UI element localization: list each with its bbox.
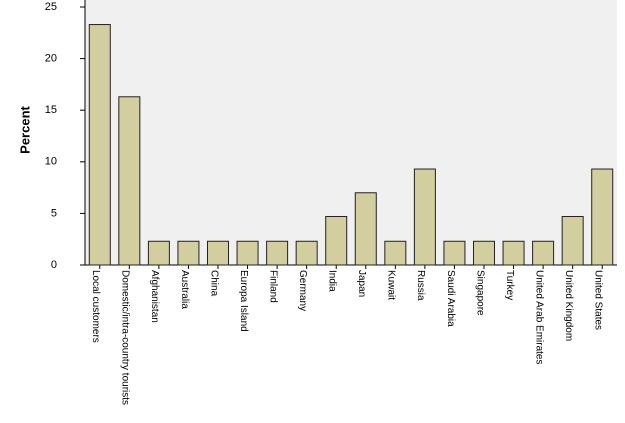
x-tick-label: Turkey <box>504 270 515 300</box>
x-tick-label: Finland <box>267 270 278 303</box>
x-tick-label: Singapore <box>474 270 485 316</box>
x-tick-label: Domestic/intra-country tourists <box>120 270 131 405</box>
bar <box>147 240 170 266</box>
y-tick-label: 25 <box>45 1 57 13</box>
x-tick-label: Europa Island <box>238 270 249 332</box>
bar <box>384 240 407 266</box>
x-tick-label: Saudi Arabia <box>445 270 456 327</box>
x-tick-label: Australia <box>179 270 190 309</box>
bar <box>295 240 318 266</box>
bar <box>236 240 259 266</box>
bar <box>473 240 495 266</box>
x-tick-label: United States <box>593 270 604 330</box>
bar <box>177 240 200 266</box>
bar <box>325 215 348 266</box>
bar <box>532 240 555 266</box>
y-tick-label: 15 <box>45 104 57 116</box>
bar <box>561 215 584 266</box>
x-tick-label: Germany <box>297 270 308 311</box>
plot-area <box>85 0 617 265</box>
x-tick-label: United Arab Emirates <box>533 270 544 365</box>
bar <box>591 168 614 266</box>
bar <box>502 240 525 266</box>
y-axis-label: Percent <box>17 105 32 153</box>
bar <box>118 96 141 266</box>
x-tick-label: China <box>208 270 219 297</box>
y-tick-label: 10 <box>45 156 57 168</box>
bar <box>266 240 289 266</box>
bar <box>207 240 229 266</box>
x-tick-label: Afghanistan <box>149 270 160 323</box>
x-tick-label: Kuwait <box>386 270 397 300</box>
x-tick-label: India <box>327 270 338 292</box>
bar <box>413 168 436 266</box>
y-tick-label: 5 <box>51 207 57 219</box>
x-tick-label: Local customers <box>90 270 101 343</box>
bar <box>88 24 111 266</box>
y-tick-label: 20 <box>45 53 57 65</box>
x-tick-label: Japan <box>356 270 367 297</box>
bar <box>354 192 377 266</box>
x-tick-label: Russia <box>415 270 426 301</box>
bar <box>443 240 466 266</box>
y-tick-label: 0 <box>51 259 57 271</box>
x-tick-label: United Kingdom <box>563 270 574 341</box>
